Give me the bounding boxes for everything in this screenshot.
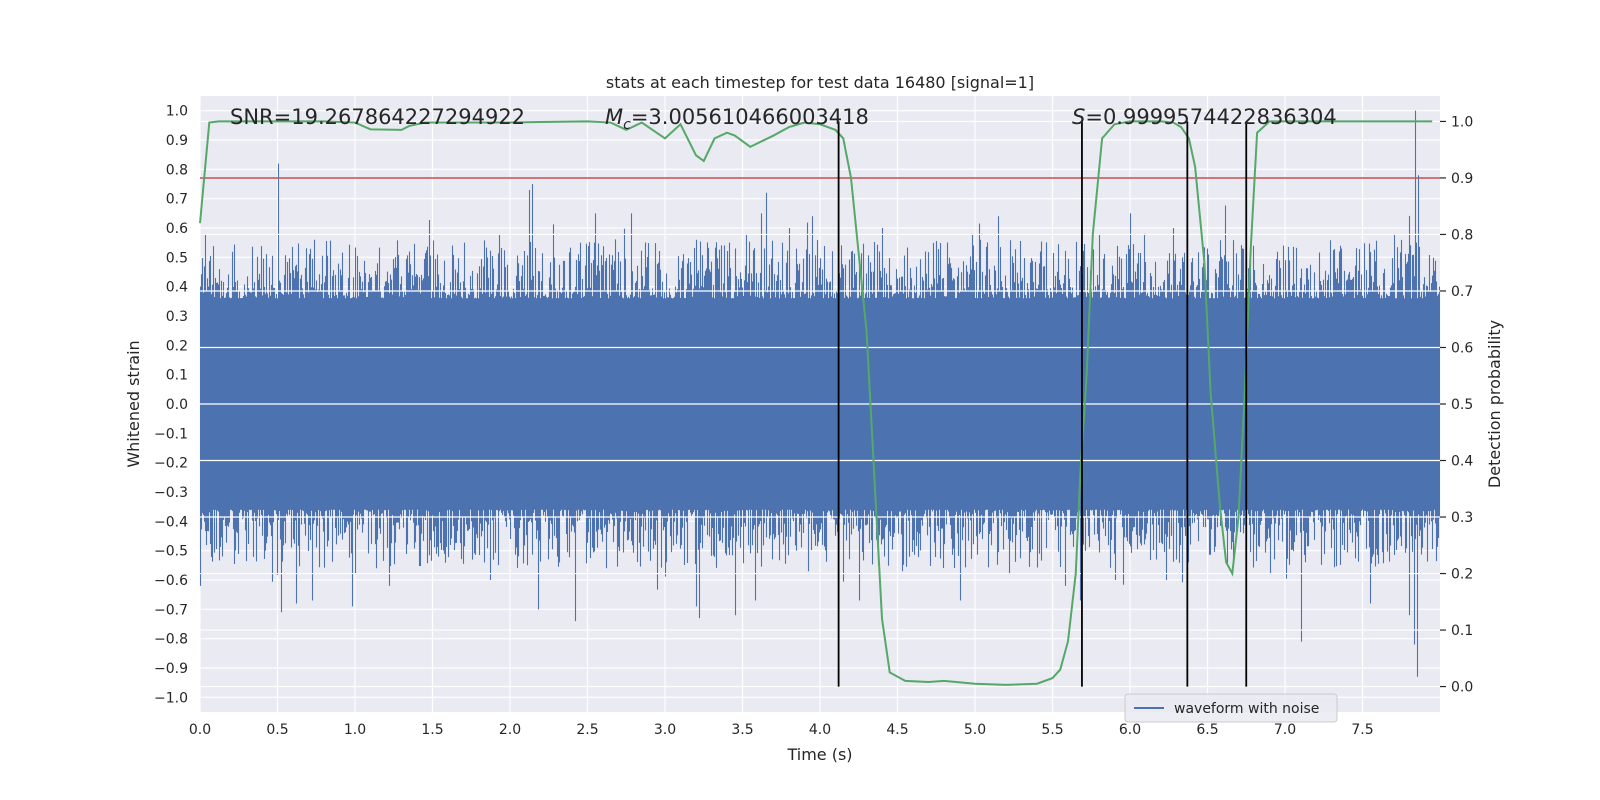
y-tick-label: 0.3 bbox=[166, 309, 188, 325]
y-tick-label: 0.0 bbox=[166, 397, 188, 413]
x-tick-label: 2.5 bbox=[576, 722, 598, 738]
y-tick-label: −0.8 bbox=[154, 632, 188, 648]
chirp-mass-subscript: c bbox=[623, 117, 631, 133]
y-tick-label: 0.4 bbox=[166, 280, 188, 296]
event-markers bbox=[837, 121, 1248, 687]
legend: waveform with noise bbox=[1124, 693, 1338, 723]
x-tick-label: 6.5 bbox=[1196, 722, 1218, 738]
y-tick-label: 0.2 bbox=[166, 338, 188, 354]
y-tick-label: 0.1 bbox=[166, 368, 188, 384]
y-axis-ticks: 1.0 0.9 0.8 0.7 0.6 0.5 0.4 0.3 0.2 0.1 0.0 −0.1 −0.… bbox=[154, 104, 188, 707]
x-axis-label: Time (s) bbox=[786, 745, 852, 764]
x-tick-label: 3.0 bbox=[654, 722, 676, 738]
y-tick-label: 1.0 bbox=[166, 104, 188, 120]
y-tick-label: 0.5 bbox=[166, 250, 188, 266]
chirp-mass-annotation: Mc=3.005610466003418 bbox=[605, 105, 869, 133]
right-y-tick-label: 0.5 bbox=[1451, 397, 1473, 413]
right-y-tick-label: 0.6 bbox=[1451, 340, 1473, 356]
y-tick-label: −0.7 bbox=[154, 602, 188, 618]
y-tick-label: −0.5 bbox=[154, 544, 188, 560]
y-tick-label: −0.2 bbox=[154, 456, 188, 472]
chirp-mass-value: =3.005610466003418 bbox=[631, 105, 869, 129]
x-tick-label: 6.0 bbox=[1119, 722, 1141, 738]
y-tick-label: 0.9 bbox=[166, 133, 188, 149]
y-tick-label: −1.0 bbox=[154, 690, 188, 706]
x-tick-label: 4.5 bbox=[886, 722, 908, 738]
legend-label: waveform with noise bbox=[1174, 701, 1319, 717]
y-tick-label: −0.4 bbox=[154, 514, 188, 530]
y-tick-label: −0.9 bbox=[154, 661, 188, 677]
x-tick-label: 4.0 bbox=[809, 722, 831, 738]
snr-annotation: SNR=19.267864227294922 bbox=[230, 105, 525, 129]
right-y-axis-ticks: 1.0 0.9 0.8 0.7 0.6 0.5 0.4 0.3 0.2 0.1 0.0 bbox=[1440, 114, 1473, 696]
x-axis-ticks: 0.0 0.5 1.0 1.5 2.0 2.5 3.0 3.5 4.0 4.5 5.0 5.5 6.0 6… bbox=[189, 722, 1374, 738]
x-tick-label: 0.0 bbox=[189, 722, 211, 738]
x-tick-label: 1.0 bbox=[344, 722, 366, 738]
score-symbol: S bbox=[1072, 105, 1085, 129]
x-tick-label: 5.5 bbox=[1041, 722, 1063, 738]
right-y-tick-label: 1.0 bbox=[1451, 114, 1473, 130]
right-y-tick-label: 0.9 bbox=[1451, 171, 1473, 187]
right-y-axis-label: Detection probability bbox=[1485, 320, 1504, 488]
probability-series-line bbox=[199, 120, 1433, 686]
right-y-tick-label: 0.1 bbox=[1451, 623, 1473, 639]
x-tick-label: 2.0 bbox=[499, 722, 521, 738]
right-y-tick-label: 0.7 bbox=[1451, 284, 1473, 300]
x-tick-label: 0.5 bbox=[266, 722, 288, 738]
y-axis-label: Whitened strain bbox=[124, 340, 143, 467]
y-tick-label: 0.6 bbox=[166, 221, 188, 237]
right-y-tick-label: 0.4 bbox=[1451, 454, 1473, 470]
x-tick-label: 5.0 bbox=[964, 722, 986, 738]
right-y-tick-label: 0.8 bbox=[1451, 227, 1473, 243]
legend-box bbox=[1124, 693, 1338, 723]
x-tick-label: 7.0 bbox=[1274, 722, 1296, 738]
x-tick-label: 3.5 bbox=[731, 722, 753, 738]
score-value: =0.9999574422836304 bbox=[1085, 105, 1336, 129]
y-tick-label: −0.6 bbox=[154, 573, 188, 589]
y-tick-label: −0.1 bbox=[154, 426, 188, 442]
score-annotation: S=0.9999574422836304 bbox=[1072, 105, 1337, 129]
chirp-mass-symbol: M bbox=[605, 105, 623, 129]
right-y-tick-label: 0.3 bbox=[1451, 510, 1473, 526]
x-tick-label: 7.5 bbox=[1351, 722, 1373, 738]
right-y-tick-label: 0.2 bbox=[1451, 567, 1473, 583]
right-y-tick-label: 0.0 bbox=[1451, 680, 1473, 696]
y-tick-label: −0.3 bbox=[154, 485, 188, 501]
chart-title: stats at each timestep for test data 164… bbox=[606, 73, 1034, 92]
x-tick-label: 1.5 bbox=[421, 722, 443, 738]
y-tick-label: 0.8 bbox=[166, 162, 188, 178]
y-tick-label: 0.7 bbox=[166, 192, 188, 208]
